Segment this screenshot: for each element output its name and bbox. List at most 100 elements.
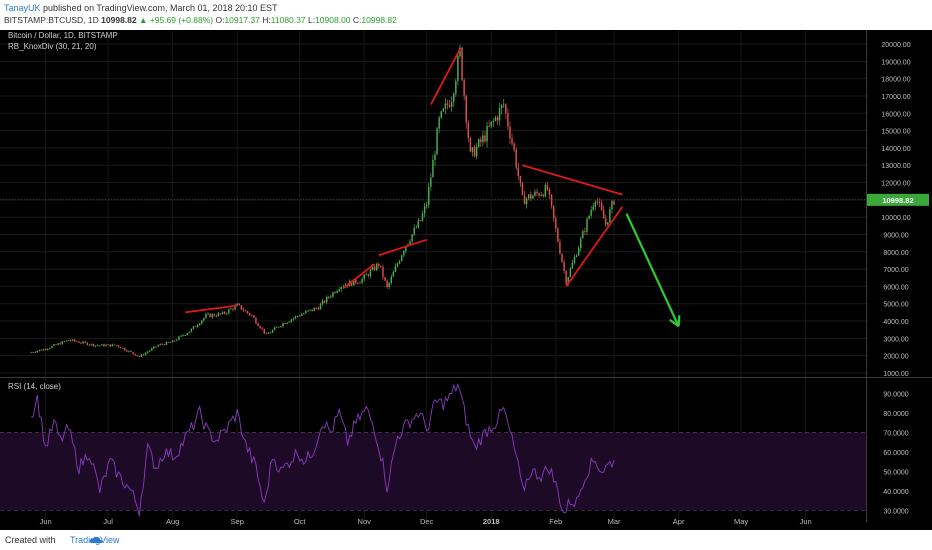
candle-body [540, 194, 542, 196]
candle-body [263, 328, 265, 334]
rsi-tick-label: 30.0000 [883, 508, 908, 515]
candle-body [236, 303, 238, 306]
candle-body [411, 234, 413, 242]
rsi-axis[interactable]: 30.0000 40.0000 50.0000 60.0000 70.0000 80.00… [883, 392, 908, 516]
trendline-october-rising[interactable] [342, 263, 376, 289]
candle-body [511, 138, 513, 144]
candle-body [598, 202, 601, 204]
candle-body [423, 206, 426, 214]
candle-body [165, 342, 168, 345]
ohlc-line: BITSTAMP:BTCUSD, 1D 10998.82 ▲ +95.69 (+… [4, 15, 397, 25]
candle-body [130, 350, 132, 352]
candle-body [169, 342, 172, 344]
low-value: 10908.00 [315, 15, 351, 25]
candle-body [477, 139, 480, 147]
last-price-marker: 10998.82 [0, 193, 929, 206]
candle-body [51, 345, 53, 348]
price-tick-label: 5000.00 [883, 302, 908, 309]
candle-body [288, 321, 290, 323]
candle-body [65, 340, 68, 342]
candle-body [552, 205, 555, 219]
price-tick-label: 6000.00 [883, 284, 908, 291]
candle-body [90, 343, 93, 345]
published-info: published on TradingView.com, March 01, … [43, 3, 278, 13]
candle-body [557, 228, 559, 242]
trendline-november-rising[interactable] [378, 238, 427, 257]
tradingview-brand[interactable]: TradingView [70, 535, 120, 545]
candle-body [371, 266, 374, 270]
candle-body [265, 333, 268, 335]
candle-body [605, 218, 607, 225]
candle-body [538, 193, 540, 196]
candle-body [334, 292, 336, 293]
candle-body [305, 311, 307, 314]
trendline-wedge-lower[interactable] [565, 206, 624, 287]
close-value: 10998.82 [361, 15, 397, 25]
candle-body [413, 227, 415, 235]
price-tick-label: 9000.00 [883, 232, 908, 239]
candle-body [575, 255, 578, 257]
candle-body [405, 246, 407, 251]
candle-body [42, 349, 45, 351]
symbol-label: BITSTAMP:BTCUSD, 1D [4, 15, 99, 25]
candle-body [338, 289, 340, 291]
candle-body [580, 238, 582, 249]
price-change: ▲ +95.69 (+0.88%) [138, 15, 214, 25]
time-tick-label: 2018 [483, 517, 500, 526]
candle-body [436, 128, 438, 155]
candle-body [269, 332, 272, 334]
candle-body [217, 313, 220, 317]
rsi-line-group [31, 383, 615, 517]
candle-body [613, 201, 615, 205]
projection-arrow [625, 213, 681, 328]
projection-arrow-head [677, 315, 681, 327]
price-tick-label: 7000.00 [883, 267, 908, 274]
candle-body [490, 121, 492, 127]
candle-body [282, 323, 284, 327]
candle-body [398, 260, 401, 264]
trendline-summer-rising[interactable] [185, 304, 238, 314]
candle-body [259, 325, 261, 329]
price-axis[interactable]: 1000.00 2000.00 3000.00 4000.00 5000.00 6000.… [881, 42, 910, 378]
candle-body [124, 348, 126, 351]
publish-line: TanayUK published on TradingView.com, Ma… [4, 3, 278, 13]
candle-body [442, 108, 445, 112]
rsi-line [31, 383, 615, 517]
trendline-december-rising[interactable] [430, 48, 461, 106]
candle-body [121, 348, 124, 349]
candle-body [176, 339, 178, 341]
candle-body [359, 282, 361, 284]
candle-body [155, 346, 157, 348]
candle-body [221, 312, 224, 314]
price-tick-label: 3000.00 [883, 336, 908, 343]
trendline-wedge-upper[interactable] [522, 164, 623, 196]
candle-body [57, 343, 59, 345]
tradingview-cloud-icon [89, 536, 103, 543]
time-tick-label: Jun [800, 517, 812, 526]
time-tick-label: Nov [358, 517, 372, 526]
candle-body [182, 335, 184, 337]
candle-body [192, 326, 195, 329]
candle-body [546, 185, 549, 190]
candle-body [205, 314, 207, 318]
candle-body [600, 203, 603, 210]
candle-body [278, 326, 280, 328]
candle-body [67, 340, 70, 342]
candle-body [201, 320, 203, 324]
candle-body [38, 349, 41, 351]
high-value: 11080.37 [270, 15, 306, 25]
chart-area[interactable]: 1000.00 2000.00 3000.00 4000.00 5000.00 6000.… [0, 30, 932, 530]
candle-body [328, 296, 330, 298]
candle-body [211, 314, 213, 318]
candle-body [340, 287, 343, 290]
candle-body [103, 344, 105, 347]
time-tick-label: May [734, 517, 748, 526]
candle-body [386, 280, 388, 287]
time-tick-label: Mar [608, 517, 621, 526]
trendlines [185, 48, 624, 314]
author-link[interactable]: TanayUK [4, 3, 41, 13]
time-axis[interactable]: Jun Jul Aug Sep Oct Nov Dec 2018 Feb Mar Apr May Jun [40, 517, 812, 526]
projection-arrow-shaft[interactable] [625, 213, 680, 327]
candle-body [573, 256, 576, 263]
